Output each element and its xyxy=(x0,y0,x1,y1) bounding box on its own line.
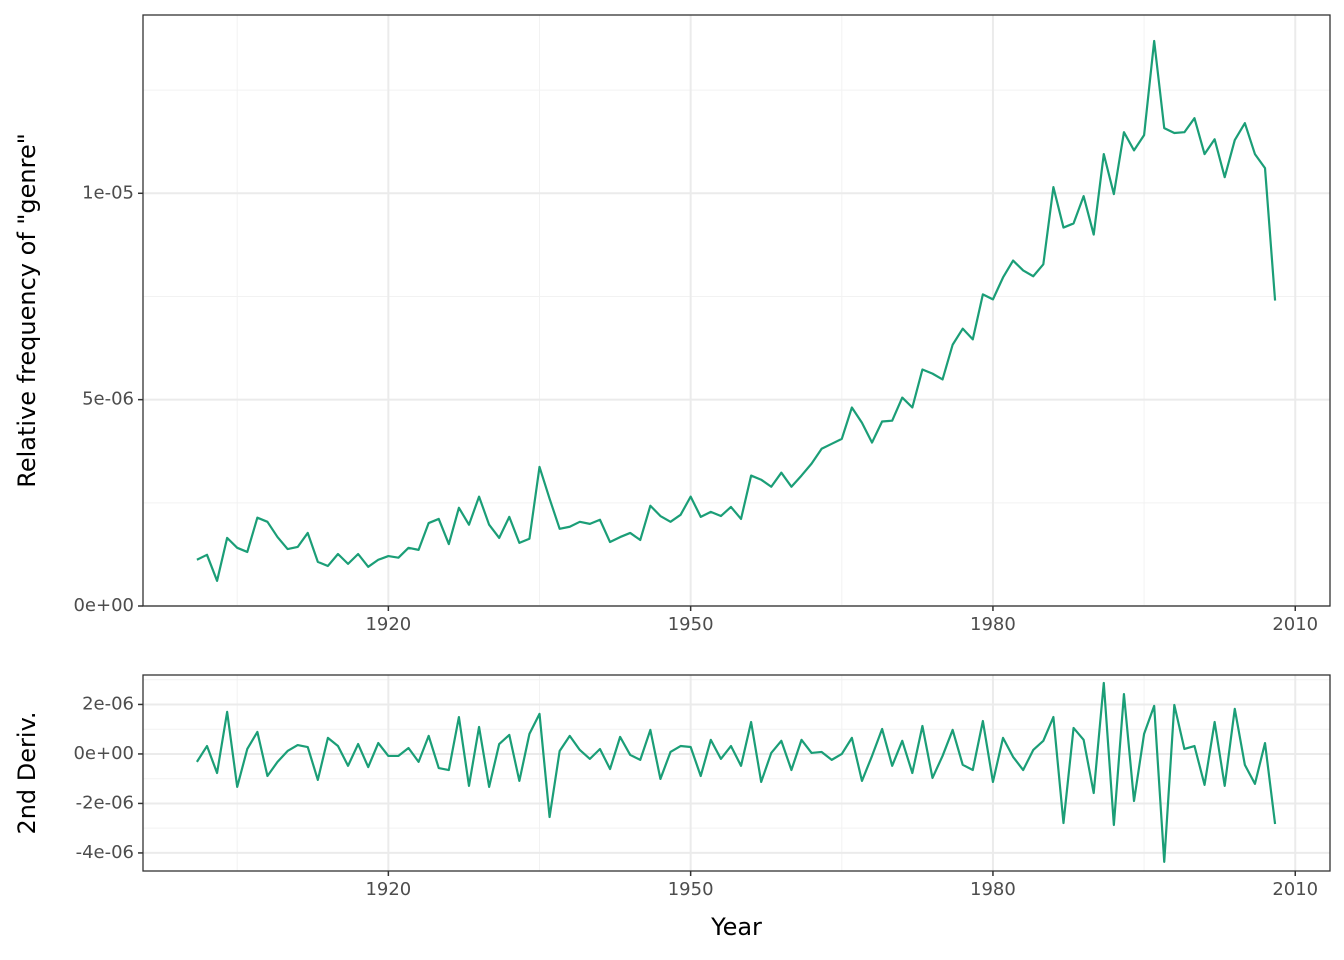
panel-border xyxy=(142,14,1331,607)
y-tick-label: -4e-06 xyxy=(76,842,134,863)
x-tick-label: 1980 xyxy=(970,614,1016,635)
x-tick-label: 2010 xyxy=(1272,879,1318,900)
x-tick-label: 1920 xyxy=(365,879,411,900)
x-tick-label: 1950 xyxy=(668,879,714,900)
y-tick-label: 2e-06 xyxy=(82,693,134,714)
y-tick-label: 0e+00 xyxy=(73,595,134,616)
y-tick-label: 1e-05 xyxy=(82,182,134,203)
y-axis-title: Relative frequency of "genre" xyxy=(13,133,41,488)
y-tick-label: -2e-06 xyxy=(76,792,134,813)
data-line xyxy=(195,681,1277,863)
y-tick-label: 0e+00 xyxy=(73,743,134,764)
x-tick-label: 2010 xyxy=(1272,614,1318,635)
x-tick-label: 1920 xyxy=(365,614,411,635)
panel-background xyxy=(143,15,1330,606)
x-tick-label: 1980 xyxy=(970,879,1016,900)
y-axis-title: 2nd Deriv. xyxy=(13,711,41,834)
data-line xyxy=(196,39,1277,582)
x-axis-title: Year xyxy=(710,913,762,941)
panel-border xyxy=(142,674,1331,872)
x-tick-label: 1950 xyxy=(668,614,714,635)
y-tick-label: 5e-06 xyxy=(82,389,134,410)
